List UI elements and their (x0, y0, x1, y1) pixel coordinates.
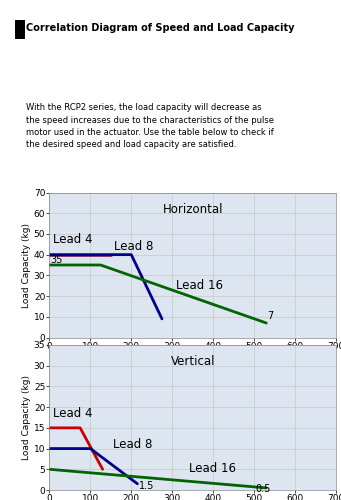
Text: 0.5: 0.5 (255, 484, 271, 494)
Text: Lead 8: Lead 8 (113, 438, 152, 450)
Text: Lead 8: Lead 8 (114, 240, 153, 252)
Bar (15, 20, 25, 38)
Y-axis label: Load Capacity (kg): Load Capacity (kg) (22, 222, 31, 308)
X-axis label: Speed (mm/sec): Speed (mm/sec) (155, 354, 230, 362)
Text: Lead 4: Lead 4 (53, 406, 92, 420)
Text: Lead 4: Lead 4 (53, 234, 92, 246)
Text: Horizontal: Horizontal (162, 202, 223, 215)
Text: Lead 16: Lead 16 (189, 462, 236, 475)
Text: 35: 35 (50, 255, 63, 265)
Text: 1.5: 1.5 (139, 481, 154, 491)
Text: Lead 16: Lead 16 (176, 279, 223, 292)
Text: Vertical: Vertical (170, 355, 215, 368)
Text: 7: 7 (268, 311, 274, 321)
Text: Correlation Diagram of Speed and Load Capacity: Correlation Diagram of Speed and Load Ca… (26, 24, 294, 34)
Y-axis label: Load Capacity (kg): Load Capacity (kg) (22, 375, 31, 460)
Text: With the RCP2 series, the load capacity will decrease as
the speed increases due: With the RCP2 series, the load capacity … (26, 104, 274, 149)
